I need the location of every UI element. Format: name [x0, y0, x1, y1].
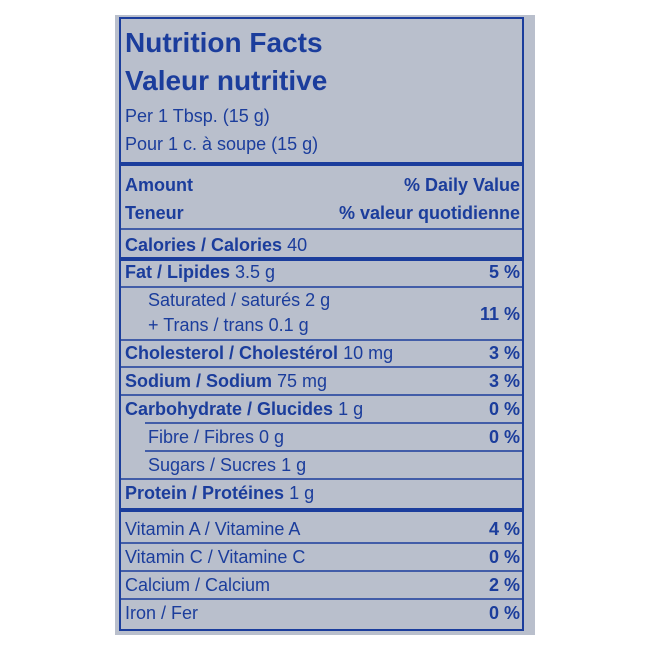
amount: 1 g: [338, 399, 363, 419]
amount: 1 g: [281, 455, 306, 475]
label: Saturated / saturés: [148, 290, 300, 310]
nutrient: Sugars / Sucres 1 g: [148, 455, 306, 475]
dv: 5 %: [489, 262, 520, 282]
dv: 0 %: [489, 603, 520, 623]
amount: 1 g: [289, 483, 314, 503]
nutrient: Fibre / Fibres 0 g: [148, 427, 284, 447]
nutrient: Protein / Protéines 1 g: [125, 483, 314, 503]
amount: 40: [287, 235, 307, 255]
amount: 2 g: [305, 290, 330, 310]
label: Carbohydrate / Glucides: [125, 399, 333, 419]
amount: 3.5 g: [235, 262, 275, 282]
amount: 75 mg: [277, 371, 327, 391]
border: [119, 17, 524, 631]
header-amount-fr: Teneur: [125, 203, 184, 223]
label: Sodium / Sodium: [125, 371, 272, 391]
panel: [115, 15, 535, 635]
label: Sugars / Sucres: [148, 455, 276, 475]
label: Cholesterol / Cholestérol: [125, 343, 338, 363]
dv: 0 %: [489, 427, 520, 447]
serving-en: Per 1 Tbsp. (15 g): [125, 106, 270, 126]
nutrient: Saturated / saturés 2 g: [148, 290, 330, 310]
nutrient: Fat / Lipides 3.5 g: [125, 262, 275, 282]
calories: Calories / Calories 40: [125, 235, 307, 255]
label: Fibre / Fibres: [148, 427, 254, 447]
dv: 4 %: [489, 519, 520, 539]
dv: 11 %: [480, 304, 520, 324]
nutrient: + Trans / trans 0.1 g: [148, 315, 309, 335]
amount: 0 g: [259, 427, 284, 447]
label: Fat / Lipides: [125, 262, 230, 282]
header-dv: % Daily Value: [404, 175, 520, 195]
amount: 0.1 g: [269, 315, 309, 335]
nutrient: Sodium / Sodium 75 mg: [125, 371, 327, 391]
dv: 3 %: [489, 371, 520, 391]
vitamin: Vitamin A / Vitamine A: [125, 519, 300, 539]
dv: 0 %: [489, 399, 520, 419]
serving-fr: Pour 1 c. à soupe (15 g): [125, 134, 318, 154]
nutrient: Cholesterol / Cholestérol 10 mg: [125, 343, 393, 363]
title-en: Nutrition Facts: [125, 27, 323, 58]
label: Protein / Protéines: [125, 483, 284, 503]
dv: 2 %: [489, 575, 520, 595]
header-amount: Amount: [125, 175, 193, 195]
dv: 3 %: [489, 343, 520, 363]
vitamin: Calcium / Calcium: [125, 575, 270, 595]
label: Calories / Calories: [125, 235, 282, 255]
vitamin: Vitamin C / Vitamine C: [125, 547, 305, 567]
label: + Trans / trans: [148, 315, 264, 335]
vitamin: Iron / Fer: [125, 603, 198, 623]
nutrient: Carbohydrate / Glucides 1 g: [125, 399, 363, 419]
header-dv-fr: % valeur quotidienne: [339, 203, 520, 223]
amount: 10 mg: [343, 343, 393, 363]
title-fr: Valeur nutritive: [125, 65, 327, 96]
dv: 0 %: [489, 547, 520, 567]
